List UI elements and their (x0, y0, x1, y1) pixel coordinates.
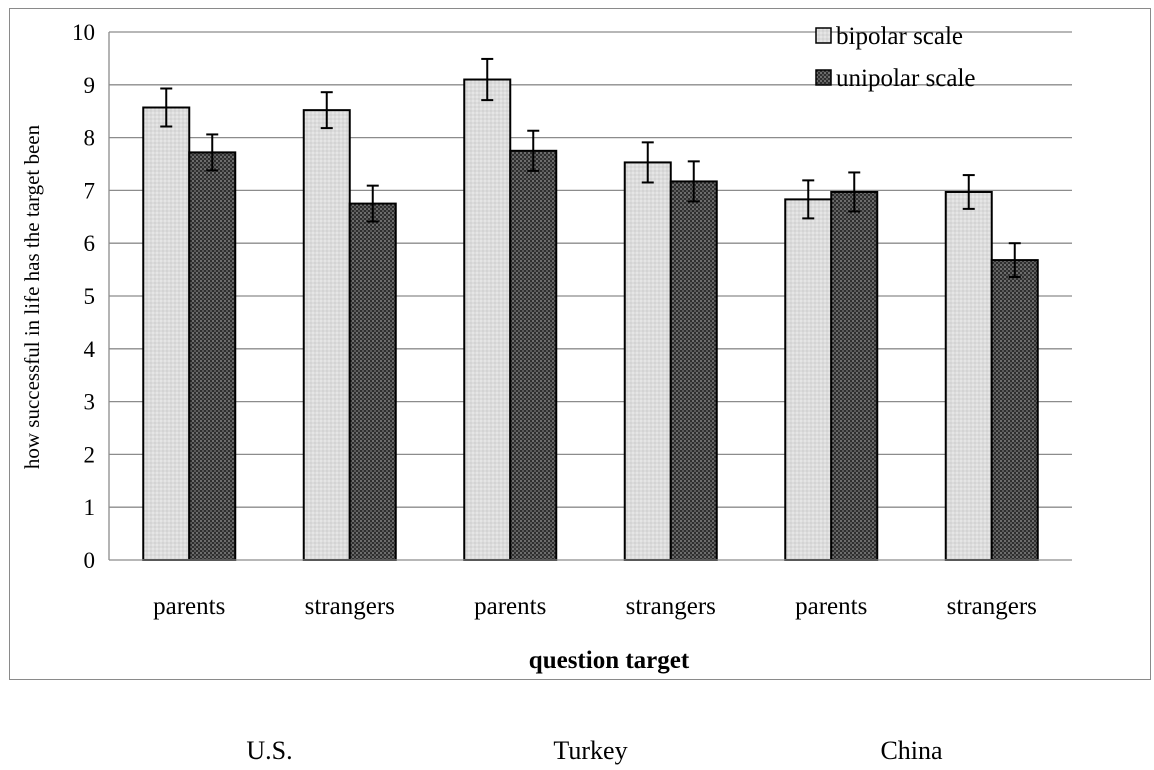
legend: bipolar scale unipolar scale (815, 23, 976, 92)
y-tick-label: 4 (84, 337, 96, 362)
bipolar-bar (623, 161, 672, 562)
unipolar-bar (669, 180, 718, 561)
bipolar-bar (142, 106, 191, 561)
y-tick-label: 6 (84, 231, 96, 256)
y-tick-label: 7 (84, 178, 96, 203)
x-tick-label: strangers (947, 593, 1037, 620)
bipolar-bar (784, 198, 833, 561)
y-tick-label: 5 (84, 284, 96, 309)
y-tick-label: 10 (72, 20, 95, 45)
x-tick-label: strangers (305, 593, 395, 620)
group-label: China (880, 736, 943, 765)
bars (142, 78, 1039, 562)
legend-swatch (815, 69, 832, 86)
group-label: U.S. (246, 736, 293, 765)
unipolar-bar (509, 149, 558, 562)
unipolar-bar (990, 259, 1039, 561)
legend-swatch (815, 27, 832, 44)
legend-label: unipolar scale (836, 65, 976, 92)
unipolar-bar (348, 202, 397, 561)
y-tick-label: 0 (84, 548, 96, 573)
y-axis-label: how successful in life has the target be… (20, 124, 44, 469)
chart-frame (9, 8, 1151, 680)
gridlines (109, 31, 1072, 508)
bipolar-bar (944, 190, 993, 561)
y-tick-label: 9 (84, 73, 96, 98)
y-tick-label: 8 (84, 126, 96, 151)
x-tick-label: parents (795, 593, 867, 620)
axes: 0 1 2 3 4 5 6 7 8 9 10 parents strangers parents stran… (72, 20, 1072, 620)
unipolar-bar (188, 151, 237, 561)
bipolar-bar (463, 78, 512, 562)
x-axis-label: question target (529, 647, 690, 674)
bipolar-bar (302, 109, 351, 561)
x-tick-label: parents (153, 593, 225, 620)
y-tick-label: 2 (84, 442, 96, 467)
x-tick-label: strangers (626, 593, 716, 620)
error-bars (160, 57, 1021, 278)
legend-label: bipolar scale (836, 23, 963, 50)
unipolar-bar (830, 190, 879, 561)
x-tick-label: parents (474, 593, 546, 620)
group-label: Turkey (553, 736, 628, 765)
y-tick-label: 3 (84, 390, 96, 415)
y-tick-label: 1 (84, 495, 96, 520)
